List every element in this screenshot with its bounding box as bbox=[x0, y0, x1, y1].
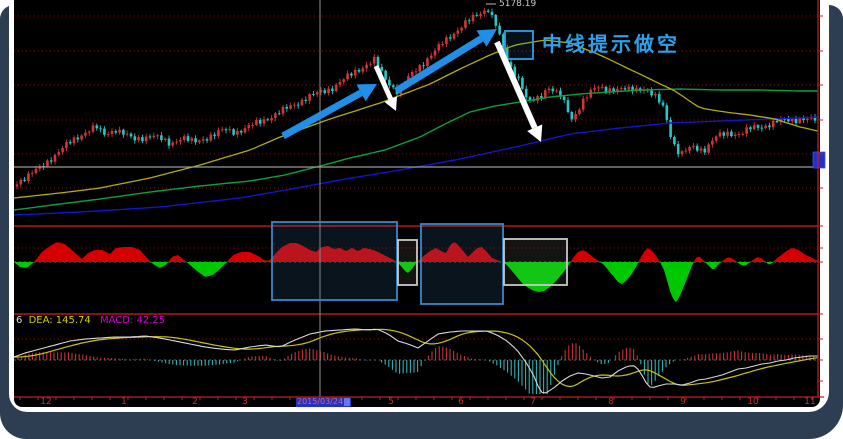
trend-arrow bbox=[394, 35, 484, 94]
moving-averages bbox=[14, 39, 818, 216]
x-axis-month-label: 1 bbox=[121, 397, 127, 407]
trend-arrow bbox=[281, 89, 363, 140]
annotation-box bbox=[420, 223, 504, 305]
indicator-values: 6 DEA: 145.74 MACD: 42.25 bbox=[16, 315, 165, 327]
x-axis-month-label: 10 bbox=[747, 397, 759, 407]
signal-histogram bbox=[14, 242, 818, 302]
annotation-box bbox=[271, 221, 398, 301]
trend-arrow-head bbox=[356, 84, 377, 102]
axes bbox=[14, 0, 824, 400]
x-axis-month-label: 11 bbox=[804, 397, 816, 407]
x-axis-month-label: 6 bbox=[458, 397, 464, 407]
date-cursor-block bbox=[344, 397, 351, 406]
crosshair-date-text: 2015/03/24 bbox=[297, 397, 344, 406]
annotation-box bbox=[397, 239, 418, 286]
x-axis-month-label: 2 bbox=[192, 397, 198, 407]
x-axis-month-label: 7 bbox=[530, 397, 536, 407]
trend-arrow bbox=[373, 64, 394, 101]
macd-panel bbox=[14, 328, 818, 394]
crosshair-date-label: 2015/03/24 bbox=[296, 397, 352, 407]
x-axis-month-label: 9 bbox=[680, 397, 686, 407]
x-axis-month-label: 12 bbox=[40, 397, 52, 407]
dea-value: DEA: 145.74 bbox=[28, 315, 91, 326]
peak-price-label: 5178.19 bbox=[499, 0, 537, 9]
trend-arrow bbox=[494, 40, 538, 129]
annotations bbox=[271, 3, 568, 305]
trend-arrow-head bbox=[384, 96, 398, 111]
x-axis-month-label: 3 bbox=[242, 397, 248, 407]
crosshair-price-tag bbox=[812, 151, 826, 169]
crosshair[interactable] bbox=[14, 0, 826, 397]
trend-arrow-head bbox=[476, 29, 497, 47]
dif-value-fragment: 6 bbox=[16, 315, 23, 326]
x-axis-month-label: 5 bbox=[388, 397, 394, 407]
trend-arrow-head bbox=[527, 124, 543, 142]
gridlines bbox=[14, 15, 818, 361]
annotation-box bbox=[504, 30, 534, 60]
macd-value: MACD: 42.25 bbox=[99, 315, 166, 326]
x-axis-month-label: 8 bbox=[608, 397, 614, 407]
candlestick-series bbox=[15, 7, 817, 190]
annotation-box bbox=[503, 238, 568, 286]
short-signal-annotation: 中线提示做空 bbox=[542, 32, 680, 56]
